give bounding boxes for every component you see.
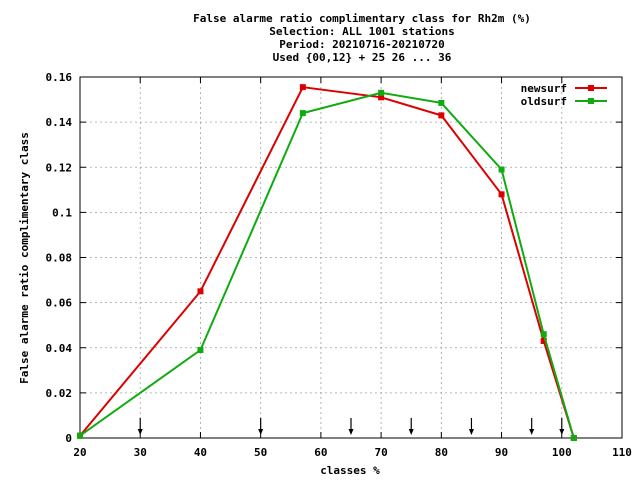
y-axis-label: False alarme ratio complimentary class — [18, 132, 31, 384]
title-line: Selection: ALL 1001 stations — [269, 25, 454, 38]
data-point-newsurf — [197, 288, 204, 295]
y-tick-label: 0.04 — [46, 342, 73, 355]
x-tick-label: 40 — [194, 446, 207, 459]
legend-label: oldsurf — [521, 95, 567, 108]
x-tick-label: 110 — [612, 446, 632, 459]
legend-label: newsurf — [521, 82, 567, 95]
title-line: False alarme ratio complimentary class f… — [193, 12, 531, 25]
arrow-marker-head — [408, 429, 414, 435]
series-line-oldsurf — [79, 91, 575, 439]
arrow-marker-head — [529, 429, 535, 435]
series — [77, 84, 577, 441]
chart-title: False alarme ratio complimentary class f… — [193, 12, 531, 64]
legend-marker-newsurf — [588, 85, 594, 91]
x-tick-label: 70 — [374, 446, 387, 459]
arrow-markers — [137, 418, 565, 435]
data-point-oldsurf — [540, 331, 547, 338]
y-tick-label: 0 — [65, 432, 72, 445]
y-tick-label: 0.16 — [46, 71, 73, 84]
arrow-marker-head — [468, 429, 474, 435]
x-tick-label: 30 — [134, 446, 147, 459]
data-point-newsurf — [299, 84, 306, 91]
y-tick-label: 0.02 — [46, 387, 73, 400]
x-tick-label: 90 — [495, 446, 508, 459]
data-point-oldsurf — [438, 99, 445, 106]
y-tick-label: 0.06 — [46, 297, 73, 310]
series-line-newsurf — [79, 86, 575, 439]
arrow-marker-head — [348, 429, 354, 435]
title-line: Used {00,12} + 25 26 ... 36 — [273, 51, 452, 64]
data-point-oldsurf — [378, 89, 385, 96]
grid — [80, 77, 622, 438]
data-point-newsurf — [498, 191, 505, 198]
arrow-marker-head — [559, 429, 565, 435]
data-point-newsurf — [378, 94, 385, 101]
x-tick-label: 80 — [435, 446, 448, 459]
data-point-oldsurf — [570, 435, 577, 441]
y-axis: 0 0.02 0.04 0.06 0.08 0.1 0.12 0.14 0.16 — [46, 71, 622, 445]
x-tick-label: 60 — [314, 446, 327, 459]
legend-marker-oldsurf — [588, 98, 594, 104]
y-tick-label: 0.08 — [46, 252, 73, 265]
x-tick-label: 50 — [254, 446, 267, 459]
data-point-oldsurf — [299, 110, 306, 117]
data-point-oldsurf — [498, 166, 505, 173]
data-point-newsurf — [438, 112, 445, 119]
title-line: Period: 20210716-20210720 — [279, 38, 445, 51]
x-tick-label: 20 — [73, 446, 86, 459]
y-tick-label: 0.12 — [46, 161, 73, 174]
data-point-oldsurf — [77, 432, 83, 439]
data-point-oldsurf — [197, 347, 204, 354]
x-axis: 20 30 40 50 60 70 80 90 100 110 — [73, 77, 632, 459]
arrow-marker-head — [137, 429, 143, 435]
y-tick-label: 0.1 — [52, 206, 72, 219]
x-axis-label: classes % — [320, 464, 380, 477]
x-tick-label: 100 — [552, 446, 572, 459]
y-tick-label: 0.14 — [46, 116, 73, 129]
data-point-newsurf — [540, 337, 547, 344]
arrow-marker-head — [258, 429, 264, 435]
